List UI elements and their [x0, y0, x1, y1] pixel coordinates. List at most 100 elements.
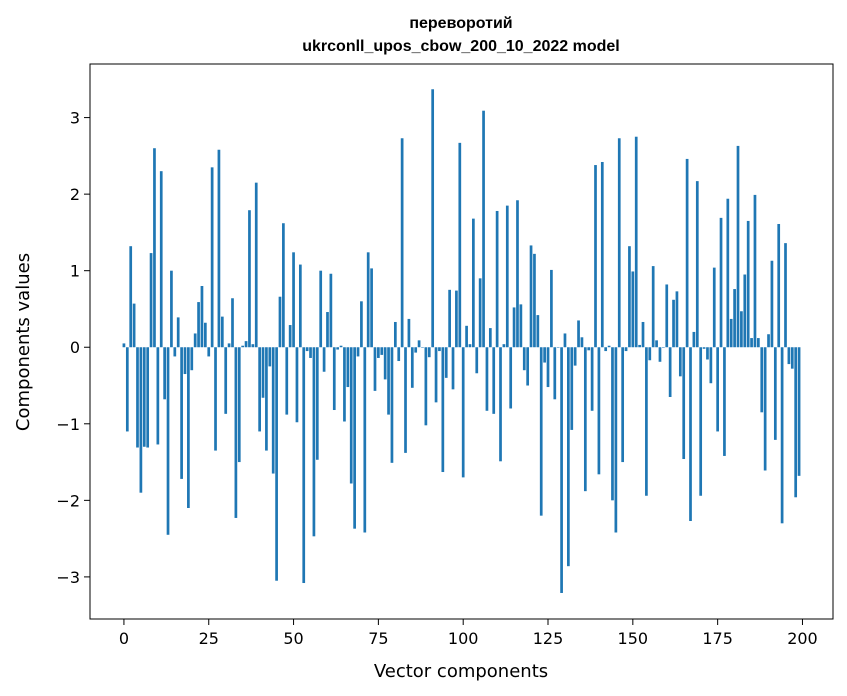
bar-92	[434, 347, 438, 403]
bar-72	[366, 252, 370, 348]
bar-169	[695, 181, 699, 348]
bar-119	[526, 347, 530, 386]
bar-145	[614, 347, 618, 533]
bar-101	[465, 325, 468, 348]
bar-61	[329, 273, 333, 348]
bar-136	[583, 347, 587, 492]
x-tick-label: 150	[618, 629, 649, 648]
bar-29	[220, 316, 224, 348]
bar-3	[132, 303, 136, 348]
bar-170	[699, 347, 703, 496]
bar-50	[292, 252, 295, 348]
bar-141	[600, 161, 604, 348]
bar-21	[193, 333, 197, 348]
x-tick-label: 25	[199, 629, 219, 648]
bar-28	[217, 149, 221, 348]
bar-122	[536, 315, 540, 348]
bar-51	[295, 347, 299, 423]
bar-47	[282, 223, 285, 348]
bar-147	[621, 347, 625, 463]
bar-195	[784, 243, 787, 348]
bar-23	[200, 286, 204, 348]
bar-134	[577, 320, 580, 348]
bar-70	[360, 301, 363, 348]
bar-120	[529, 245, 533, 348]
bar-60	[326, 312, 329, 348]
bar-66	[346, 347, 350, 388]
bar-118	[522, 347, 526, 371]
bar-54	[305, 347, 309, 352]
bar-109	[492, 347, 496, 414]
bar-131	[567, 347, 570, 567]
x-tick-label: 0	[119, 629, 129, 648]
plot-area-frame	[89, 63, 834, 620]
bar-17	[180, 347, 183, 479]
bar-19	[187, 347, 190, 508]
bar-46	[278, 296, 282, 348]
bar-87	[417, 340, 421, 348]
bar-24	[203, 322, 207, 348]
bar-156	[651, 266, 655, 348]
bar-117	[519, 304, 523, 348]
bar-174	[712, 267, 716, 348]
bar-7	[146, 347, 150, 448]
x-axis-label: Vector components	[374, 661, 548, 682]
bar-153	[641, 321, 645, 348]
bar-115	[512, 307, 516, 348]
bar-114	[509, 347, 513, 409]
bar-11	[159, 171, 163, 348]
bar-177	[723, 347, 726, 456]
bar-191	[770, 260, 774, 348]
bar-178	[726, 198, 730, 348]
bar-98	[455, 290, 458, 348]
bar-18	[183, 347, 187, 375]
bar-14	[170, 270, 173, 348]
bar-95	[444, 347, 448, 378]
bar-106	[482, 110, 485, 348]
y-tick-label: 3	[70, 109, 80, 128]
bar-78	[387, 347, 390, 415]
bar-57	[315, 347, 319, 460]
x-tick-label: 50	[283, 629, 303, 648]
bar-36	[244, 341, 248, 348]
bar-173	[709, 347, 713, 384]
bar-158	[658, 347, 662, 362]
bar-67	[349, 347, 353, 484]
bar-45	[275, 347, 278, 581]
bar-48	[285, 347, 289, 415]
y-tick-label: −3	[56, 568, 80, 587]
bar-64	[339, 345, 343, 348]
bar-88	[421, 347, 424, 348]
bar-180	[733, 289, 736, 348]
bar-31	[227, 343, 231, 348]
bar-150	[631, 271, 635, 348]
bar-26	[210, 167, 214, 348]
bar-2	[129, 246, 133, 348]
bar-10	[156, 347, 160, 445]
bar-184	[746, 220, 750, 348]
bar-15	[173, 347, 177, 357]
bar-30	[224, 347, 228, 414]
bar-83	[404, 347, 407, 453]
bar-75	[377, 347, 380, 358]
bar-157	[655, 340, 658, 348]
bar-58	[319, 270, 323, 348]
bar-146	[617, 138, 621, 348]
bar-181	[736, 145, 740, 348]
bar-8	[149, 253, 153, 348]
y-tick-label: −1	[56, 415, 80, 434]
bar-89	[424, 347, 428, 426]
bar-97	[451, 347, 455, 390]
bar-194	[780, 347, 784, 524]
bar-44	[271, 347, 275, 474]
x-tick-label: 175	[702, 629, 733, 648]
bar-164	[678, 347, 682, 377]
bar-192	[773, 347, 777, 440]
bar-161	[668, 347, 672, 397]
bar-190	[767, 334, 770, 348]
bar-5	[139, 347, 143, 493]
bar-76	[380, 347, 384, 355]
bar-40	[258, 347, 261, 432]
bar-124	[543, 347, 546, 363]
bar-13	[166, 347, 170, 535]
